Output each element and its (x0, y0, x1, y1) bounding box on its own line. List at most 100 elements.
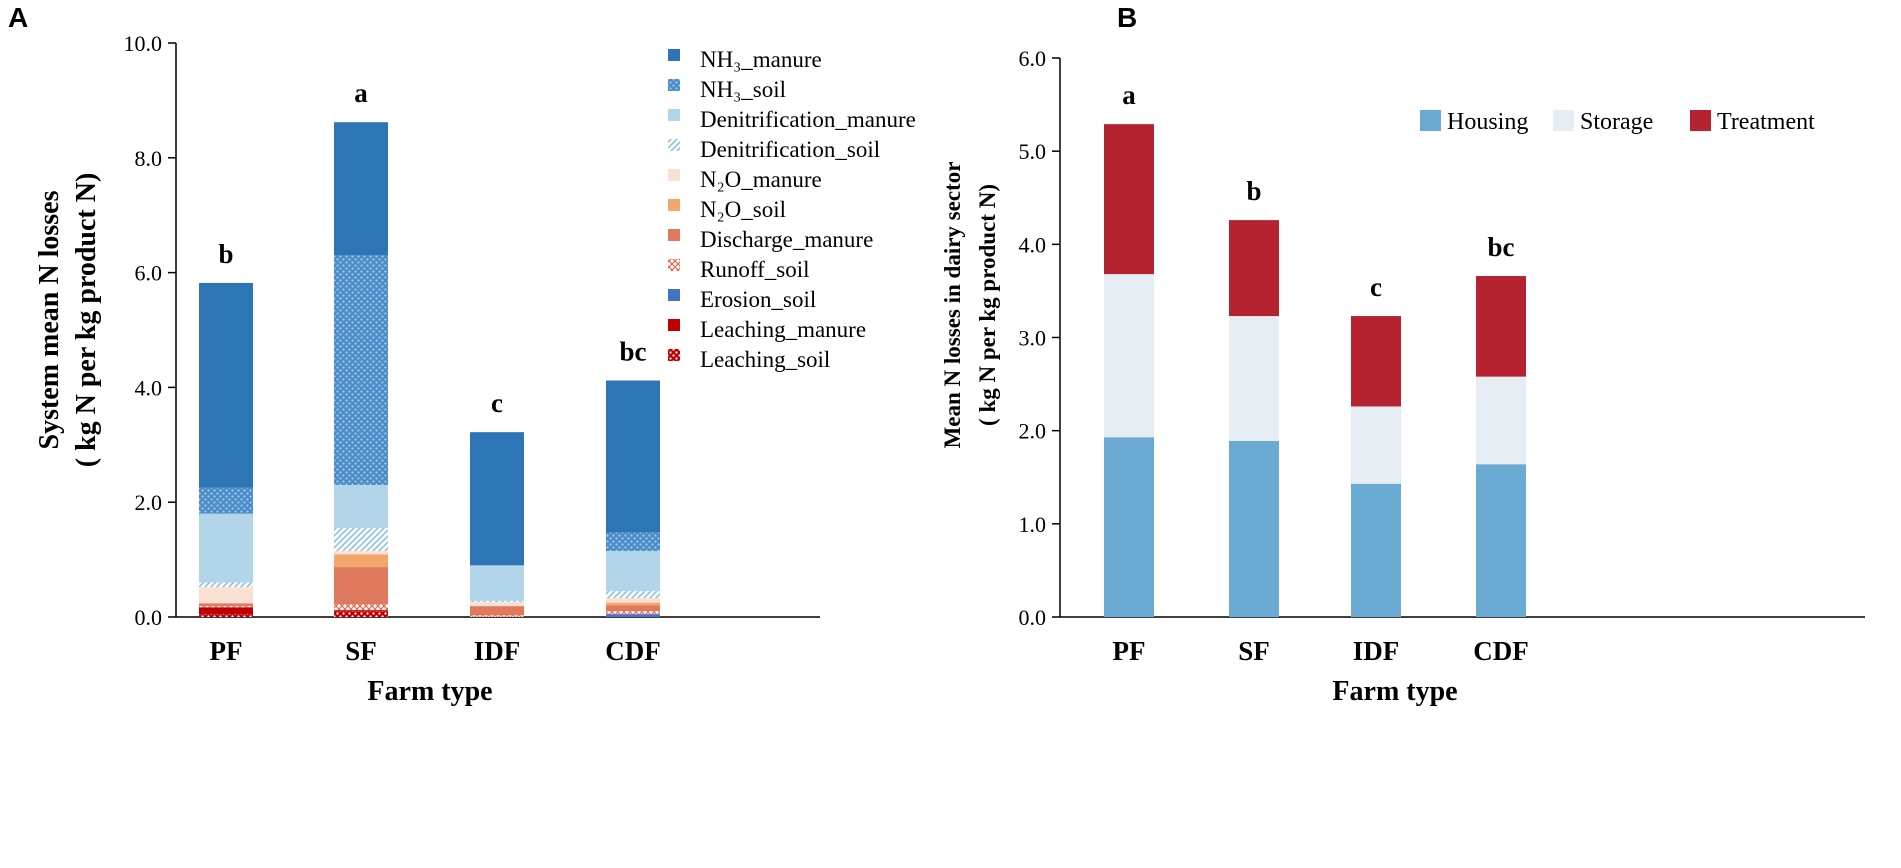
panel-b-significance-label: c (1370, 272, 1382, 302)
legend-label-leaching-soil: Leaching_soil (700, 347, 830, 372)
panel-b-y-tick-label: 0.0 (1019, 605, 1047, 630)
panel-b-category-label: PF (1113, 636, 1146, 666)
bar-segment-discharge-manure (606, 605, 660, 612)
bar-segment-denitrification-manure (470, 565, 524, 601)
panel-b-y-tick-label: 5.0 (1019, 139, 1047, 164)
bar-segment-leaching-manure (199, 607, 253, 615)
legend-swatch-denitrification-manure (668, 109, 680, 121)
legend-swatch-leaching-manure (668, 319, 680, 331)
panel-b-y-axis-title-line2: ( kg N per kg product N) (975, 184, 1000, 426)
bar-segment-denitrification-soil (199, 582, 253, 588)
bar-segment-nh3-soil (334, 255, 388, 485)
bar-segment-housing (1476, 464, 1526, 617)
bar-segment-treatment (1229, 220, 1279, 317)
panel-a-y-ticks: 0.0 2.0 4.0 6.0 8.0 10.0 (124, 31, 176, 630)
legend-label-erosion-soil: Erosion_soil (700, 287, 816, 312)
legend-label-runoff-soil: Runoff_soil (700, 257, 809, 282)
bar-segment-denitrification-soil (334, 528, 388, 551)
bar-segment-treatment (1351, 316, 1401, 407)
panel-a-chart: 0.0 2.0 4.0 6.0 8.0 10.0 PF SF IDF CDF b a c bc Far… (34, 31, 916, 707)
bar-segment-nh3-manure (334, 122, 388, 256)
panel-b-category-labels: PF SF IDF CDF (1113, 636, 1529, 666)
bar-segment-housing (1104, 437, 1154, 617)
panel-b-y-ticks: 0.0 1.0 2.0 3.0 4.0 5.0 6.0 (1019, 46, 1060, 630)
legend-label-nh3-manure: NH₃_manure (700, 47, 822, 72)
bar-segment-nh3-soil (199, 487, 253, 514)
panel-b-significance-label: bc (1488, 232, 1515, 262)
panel-b-y-tick-label: 4.0 (1019, 232, 1047, 257)
bar-segment-storage (1351, 406, 1401, 484)
legend-label-denitrification-soil: Denitrification_soil (700, 137, 880, 162)
panel-a-category-label: IDF (474, 636, 521, 666)
legend-swatch-leaching-soil (668, 349, 680, 361)
legend-swatch-n2o-soil (668, 199, 680, 211)
panel-b-legend: Housing Storage Treatment (1420, 109, 1815, 135)
bar-segment-n2o-soil (606, 602, 660, 606)
legend-label-storage: Storage (1580, 109, 1653, 135)
panel-a-y-tick-label: 10.0 (124, 31, 163, 56)
bar-segment-nh3-manure (606, 380, 660, 533)
panel-b-category-label: CDF (1473, 636, 1529, 666)
panel-b-significance-label: a (1122, 80, 1136, 110)
panel-a-x-axis-title: Farm type (367, 676, 492, 707)
legend-swatch-nh3-soil (668, 79, 680, 91)
legend-label-treatment: Treatment (1717, 109, 1815, 135)
panel-a-y-tick-label: 2.0 (135, 490, 163, 515)
legend-label-n2o-soil: N₂O_soil (700, 197, 786, 222)
panel-b-x-axis-title: Farm type (1332, 676, 1457, 707)
panel-b-letter: B (1117, 2, 1137, 33)
legend-swatch-discharge-manure (668, 229, 680, 241)
bar-segment-denitrification-soil (606, 591, 660, 599)
panel-a-letter: A (8, 2, 28, 33)
panel-b-category-label: IDF (1353, 636, 1400, 666)
bar-segment-denitrification-manure (334, 484, 388, 529)
legend-swatch-runoff-soil (668, 259, 680, 271)
panel-b-bars (1104, 124, 1526, 617)
panel-a-y-tick-label: 8.0 (135, 146, 163, 171)
panel-a-y-axis-title-line1: System mean N losses (34, 190, 65, 449)
legend-swatch-nh3-manure (668, 49, 680, 61)
legend-label-n2o-manure: N₂O_manure (700, 167, 822, 192)
panel-b-y-tick-label: 6.0 (1019, 46, 1047, 71)
bar-segment-denitrification-manure (199, 513, 253, 583)
panel-a-category-labels: PF SF IDF CDF (210, 636, 661, 666)
bar-segment-n2o-manure (199, 587, 253, 604)
bar-segment-housing (1351, 483, 1401, 617)
panel-a-category-label: CDF (605, 636, 661, 666)
legend-swatch-denitrification-soil (668, 139, 680, 151)
panel-b-significance-label: b (1246, 176, 1261, 206)
legend-swatch-treatment (1690, 110, 1711, 131)
panel-a-category-label: PF (210, 636, 243, 666)
bar-segment-treatment (1476, 276, 1526, 377)
panel-b-y-tick-label: 3.0 (1019, 326, 1047, 351)
legend-label-discharge-manure: Discharge_manure (700, 227, 873, 252)
bar-segment-leaching-soil (334, 611, 388, 617)
bar-segment-storage (1229, 316, 1279, 441)
bar-segment-n2o-manure (470, 602, 524, 607)
bar-segment-n2o-soil (334, 554, 388, 568)
panel-a-y-tick-label: 6.0 (135, 261, 163, 286)
panel-b-category-label: SF (1238, 636, 1270, 666)
legend-swatch-erosion-soil (668, 289, 680, 301)
panel-a-significance-label: b (218, 239, 233, 269)
bar-segment-treatment (1104, 124, 1154, 275)
legend-swatch-housing (1420, 110, 1441, 131)
bar-segment-n2o-manure (606, 598, 660, 603)
bar-segment-housing (1229, 440, 1279, 617)
bar-segment-runoff-soil (606, 611, 660, 615)
panel-a-y-tick-label: 0.0 (135, 605, 163, 630)
bar-segment-nh3-manure (199, 282, 253, 488)
panel-b-y-tick-label: 2.0 (1019, 419, 1047, 444)
panel-a-significance-labels: b a c bc (218, 78, 646, 418)
panel-a-legend: NH₃_manure NH₃_soil Denitrification_manure… (668, 47, 916, 372)
legend-label-denitrification-manure: Denitrification_manure (700, 107, 916, 132)
bar-segment-nh3-soil (606, 532, 660, 551)
bar-segment-runoff-soil (199, 606, 253, 608)
bar-segment-n2o-manure (334, 550, 388, 555)
bar-segment-runoff-soil (470, 615, 524, 617)
legend-label-housing: Housing (1447, 109, 1528, 135)
legend-swatch-storage (1553, 110, 1574, 131)
